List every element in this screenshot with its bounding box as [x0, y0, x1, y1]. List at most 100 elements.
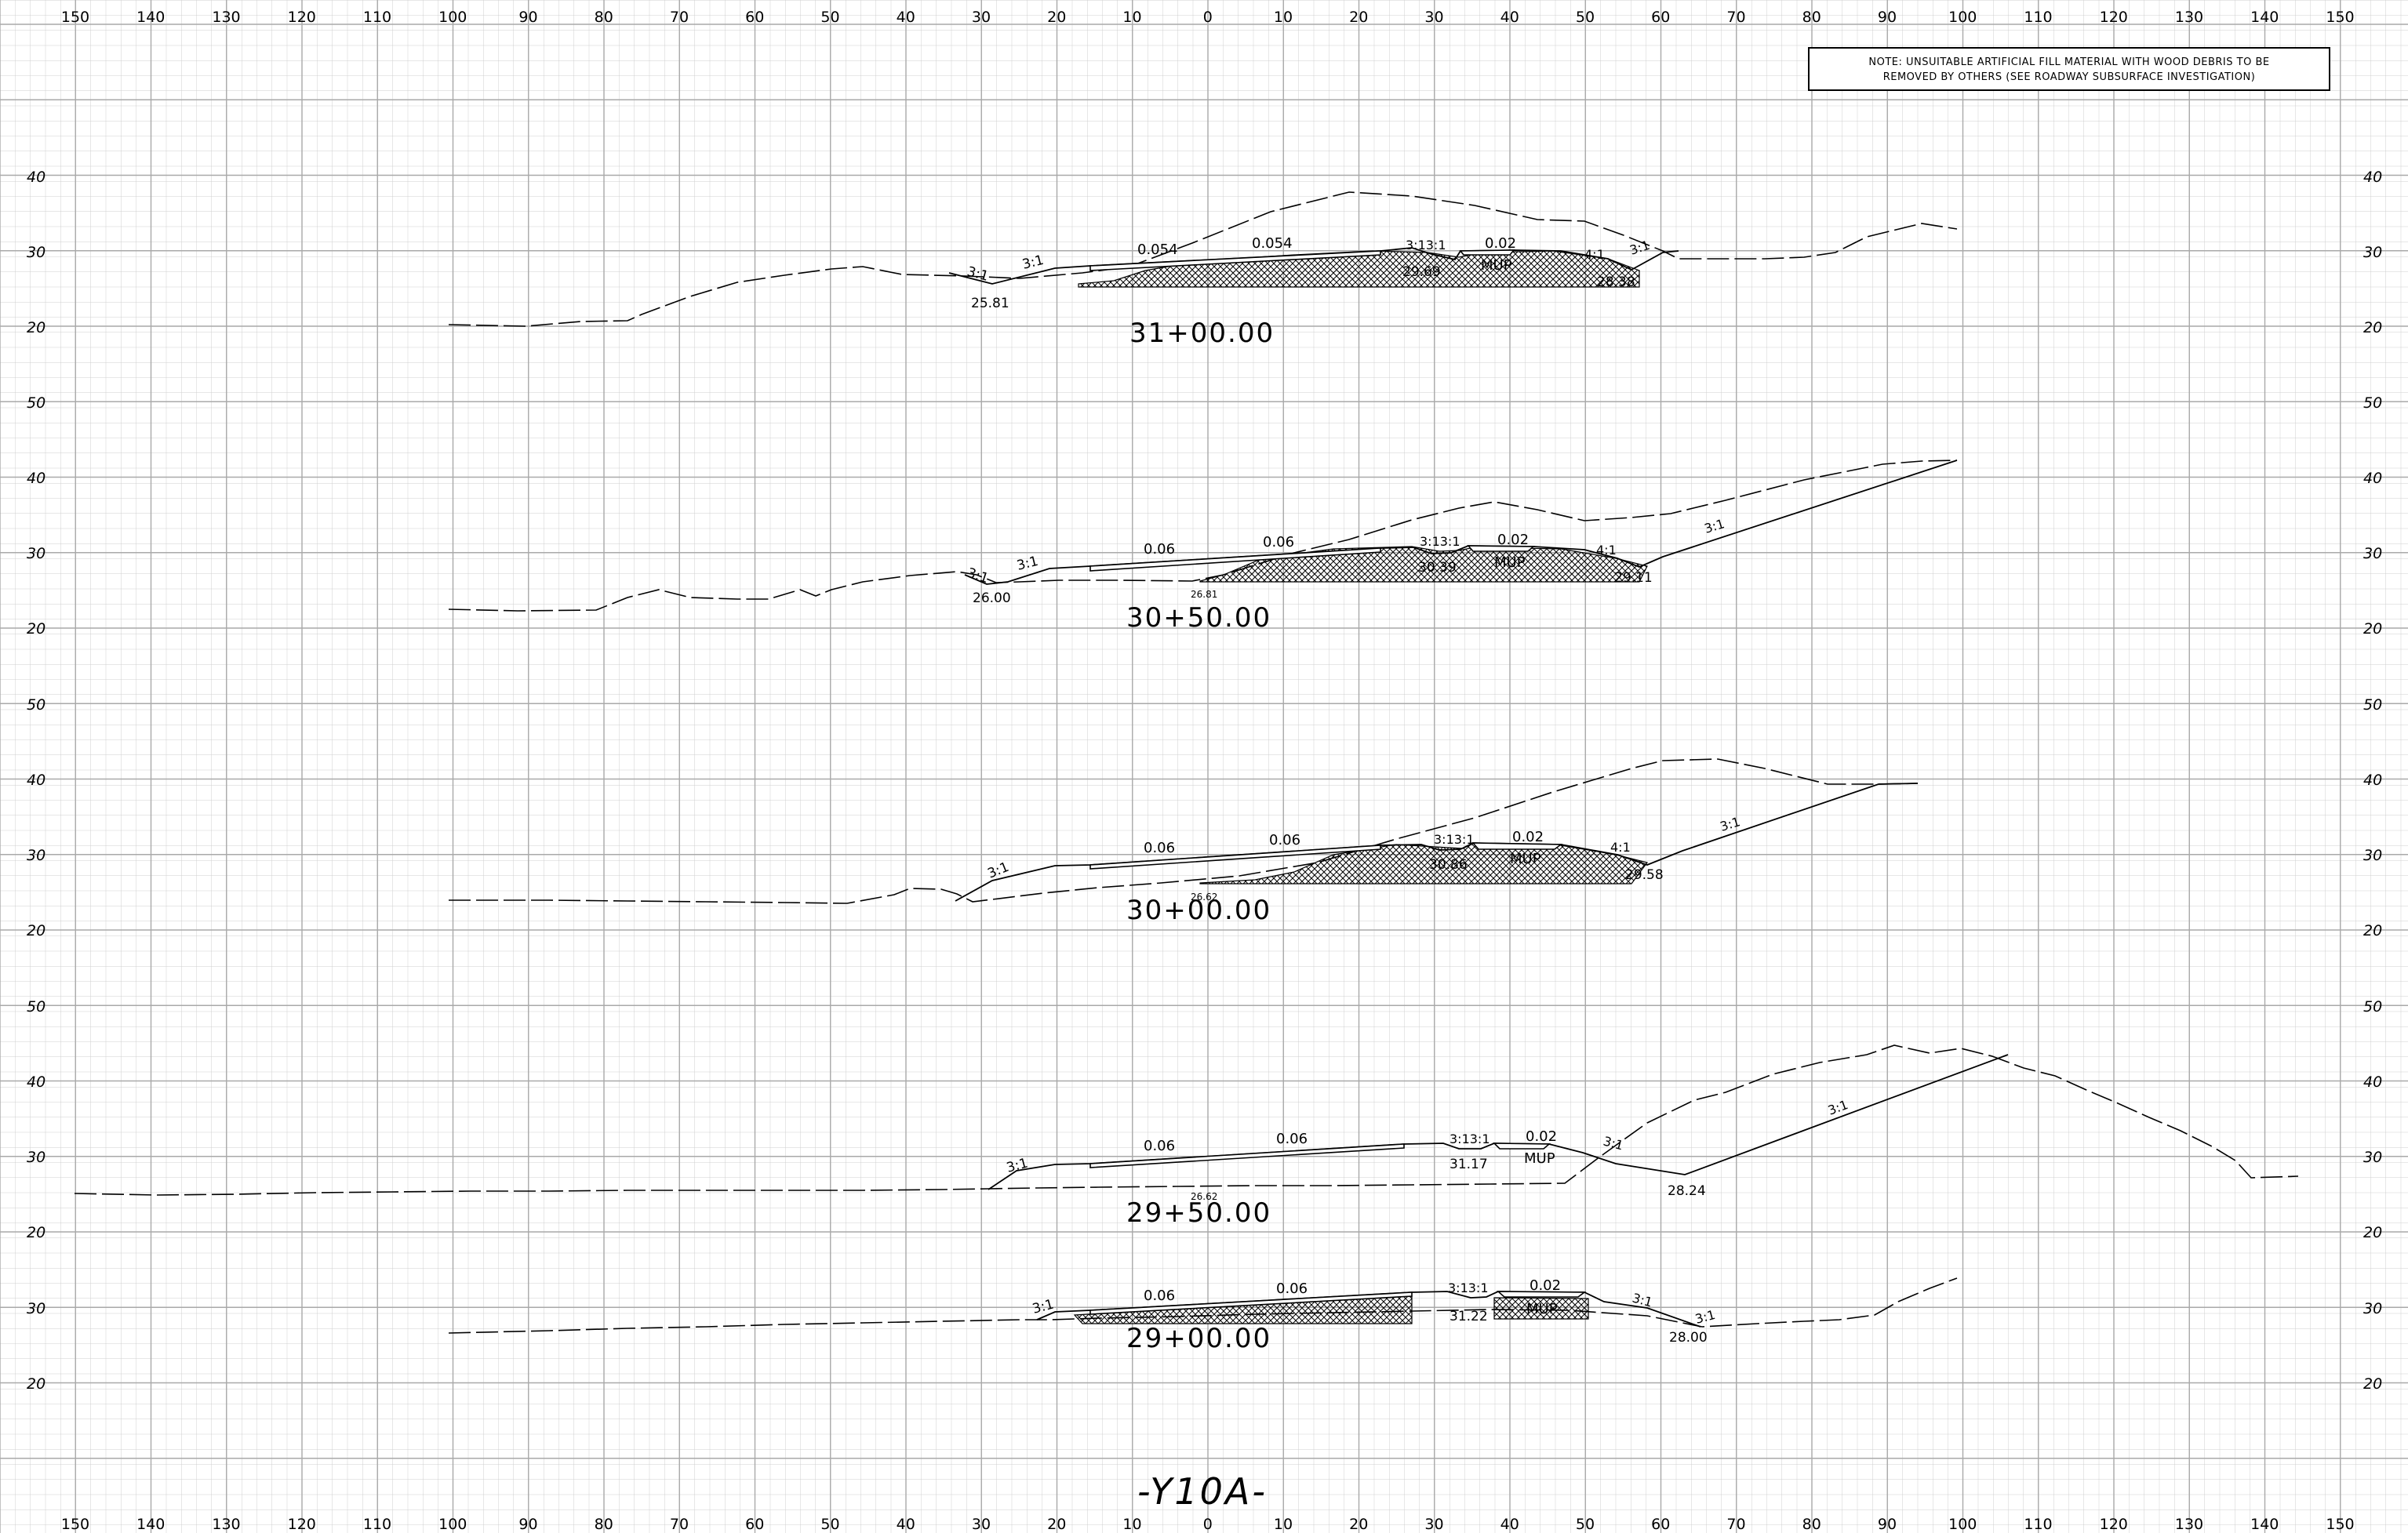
- elevation-label: 29.11: [1614, 570, 1653, 586]
- elev-label-left: 20: [27, 620, 45, 638]
- elevation-label: 28.38: [1597, 274, 1635, 290]
- elev-label-right: 40: [2363, 772, 2382, 789]
- top-scale-tick-label: 120: [2100, 9, 2128, 26]
- elev-label-left: 30: [27, 1300, 45, 1317]
- bottom-scale-tick-label: 0: [1203, 1516, 1213, 1533]
- elev-label-right: 20: [2363, 1224, 2382, 1241]
- cross-slope-label: 0.06: [1144, 541, 1175, 558]
- bottom-scale-tick-label: 20: [1349, 1516, 1368, 1533]
- top-scale-tick-label: 0: [1203, 9, 1213, 26]
- cross-slope-label: 0.06: [1263, 534, 1294, 550]
- cross-slope-label: 0.054: [1252, 235, 1293, 252]
- top-scale-tick-label: 150: [2326, 9, 2354, 26]
- elev-label-left: 30: [27, 545, 45, 562]
- elevation-label: 26.62: [1191, 892, 1217, 903]
- top-scale-tick-label: 110: [2024, 9, 2052, 26]
- elev-label-left: 20: [27, 1224, 45, 1241]
- top-scale-tick-label: 70: [1726, 9, 1745, 26]
- bottom-scale-tick-label: 40: [897, 1516, 915, 1533]
- elevation-label: 26.62: [1191, 1191, 1217, 1202]
- bottom-scale-tick-label: 10: [1122, 1516, 1141, 1533]
- elev-label-right: 40: [2363, 1073, 2382, 1091]
- existing-ground-line: [449, 758, 1919, 904]
- bottom-scale-tick-label: 110: [363, 1516, 391, 1533]
- elevation-label: 30.39: [1418, 560, 1457, 576]
- elevation-label: 30.86: [1429, 857, 1468, 873]
- bottom-scale-tick-label: 120: [288, 1516, 316, 1533]
- top-scale-tick-label: 60: [745, 9, 764, 26]
- bottom-scale-tick-label: 100: [1948, 1516, 1977, 1533]
- bottom-scale-tick-label: 150: [2326, 1516, 2354, 1533]
- pavement-layer: [1089, 250, 1381, 271]
- proposed-template: [988, 1054, 2009, 1190]
- slope-label: 4:1: [1584, 247, 1605, 262]
- cross-slope-label: 0.054: [1137, 242, 1178, 258]
- top-scale-tick-label: 20: [1047, 9, 1066, 26]
- elev-label-right: 40: [2363, 470, 2382, 487]
- bottom-scale: 150 140 130 120 110 100 90 80 70 60 50 40 30 20 10 0 10 2…: [61, 1516, 2355, 1533]
- cross-slope-label: 0.06: [1144, 1138, 1175, 1154]
- top-scale-tick-label: 100: [1948, 9, 1977, 26]
- bottom-scale-tick-label: 140: [136, 1516, 165, 1533]
- elevation-label: 29.58: [1625, 867, 1664, 883]
- elev-label-right: 50: [2363, 998, 2382, 1015]
- bottom-scale-tick-label: 80: [595, 1516, 613, 1533]
- proposed-template: [948, 247, 1679, 285]
- bottom-scale-tick-label: 90: [518, 1516, 537, 1533]
- top-scale: 150 140 130 120 110 100 90 80 70 60 50 40 30 20 10 0 10 2…: [61, 9, 2355, 26]
- bottom-scale-tick-label: 70: [1726, 1516, 1745, 1533]
- mup-label: MUP: [1481, 257, 1512, 274]
- elev-label-left: 20: [27, 1375, 45, 1393]
- bottom-scale-tick-label: 30: [1424, 1516, 1443, 1533]
- bottom-scale-tick-label: 100: [438, 1516, 467, 1533]
- section-31-00: 40 30 20 40 30 20 3:1 3:1 0.054 0.054 3:…: [27, 169, 2382, 349]
- slope-label: 3:13:1: [1420, 534, 1460, 549]
- mup-pavement: [1493, 1142, 1551, 1150]
- elevation-label: 26.00: [973, 590, 1011, 606]
- top-scale-tick-label: 130: [212, 9, 240, 26]
- bottom-scale-tick-label: 30: [972, 1516, 991, 1533]
- elev-label-right: 20: [2363, 620, 2382, 638]
- elev-label-left: 50: [27, 394, 45, 412]
- section-30-50: 50 40 30 20 50 40 30 20 3:1 3:1 0.06 0.0…: [27, 394, 2382, 638]
- bottom-scale-tick-label: 120: [2100, 1516, 2128, 1533]
- elevation-label: 26.81: [1191, 589, 1217, 600]
- proposed-template: [964, 460, 1958, 585]
- top-scale-tick-label: 40: [897, 9, 915, 26]
- mup-slope-label: 0.02: [1530, 1277, 1561, 1294]
- elev-label-right: 20: [2363, 922, 2382, 939]
- top-scale-tick-label: 120: [288, 9, 316, 26]
- elev-label-left: 20: [27, 319, 45, 336]
- station-label: 31+00.00: [1129, 318, 1275, 349]
- bottom-scale-tick-label: 70: [670, 1516, 689, 1533]
- top-scale-tick-label: 110: [363, 9, 391, 26]
- note-box: NOTE: UNSUITABLE ARTIFICIAL FILL MATERIA…: [1808, 47, 2330, 91]
- bottom-scale-tick-label: 20: [1047, 1516, 1066, 1533]
- station-label: 29+50.00: [1126, 1197, 1271, 1229]
- elev-label-right: 40: [2363, 169, 2382, 186]
- elev-label-right: 50: [2363, 394, 2382, 412]
- mup-slope-label: 0.02: [1485, 235, 1516, 252]
- elev-label-left: 40: [27, 470, 45, 487]
- bottom-scale-tick-label: 130: [212, 1516, 240, 1533]
- top-scale-tick-label: 80: [1802, 9, 1821, 26]
- slope-label: 3:13:1: [1434, 832, 1475, 847]
- bottom-scale-tick-label: 130: [2175, 1516, 2203, 1533]
- slope-label: 3:13:1: [1448, 1281, 1489, 1295]
- slope-label: 4:1: [1596, 543, 1617, 558]
- elev-label-left: 20: [27, 922, 45, 939]
- top-scale-tick-label: 10: [1122, 9, 1141, 26]
- slope-label: 3:13:1: [1450, 1132, 1490, 1146]
- top-scale-tick-label: 80: [595, 9, 613, 26]
- pavement-layer: [1089, 1143, 1405, 1168]
- mup-label: MUP: [1524, 1150, 1555, 1167]
- top-scale-tick-label: 150: [61, 9, 89, 26]
- elev-label-left: 40: [27, 772, 45, 789]
- elev-label-left: 30: [27, 1149, 45, 1166]
- mup-pavement: [1467, 545, 1536, 552]
- cross-slope-label: 0.06: [1144, 1288, 1175, 1304]
- bottom-scale-tick-label: 60: [745, 1516, 764, 1533]
- elev-label-left: 50: [27, 998, 45, 1015]
